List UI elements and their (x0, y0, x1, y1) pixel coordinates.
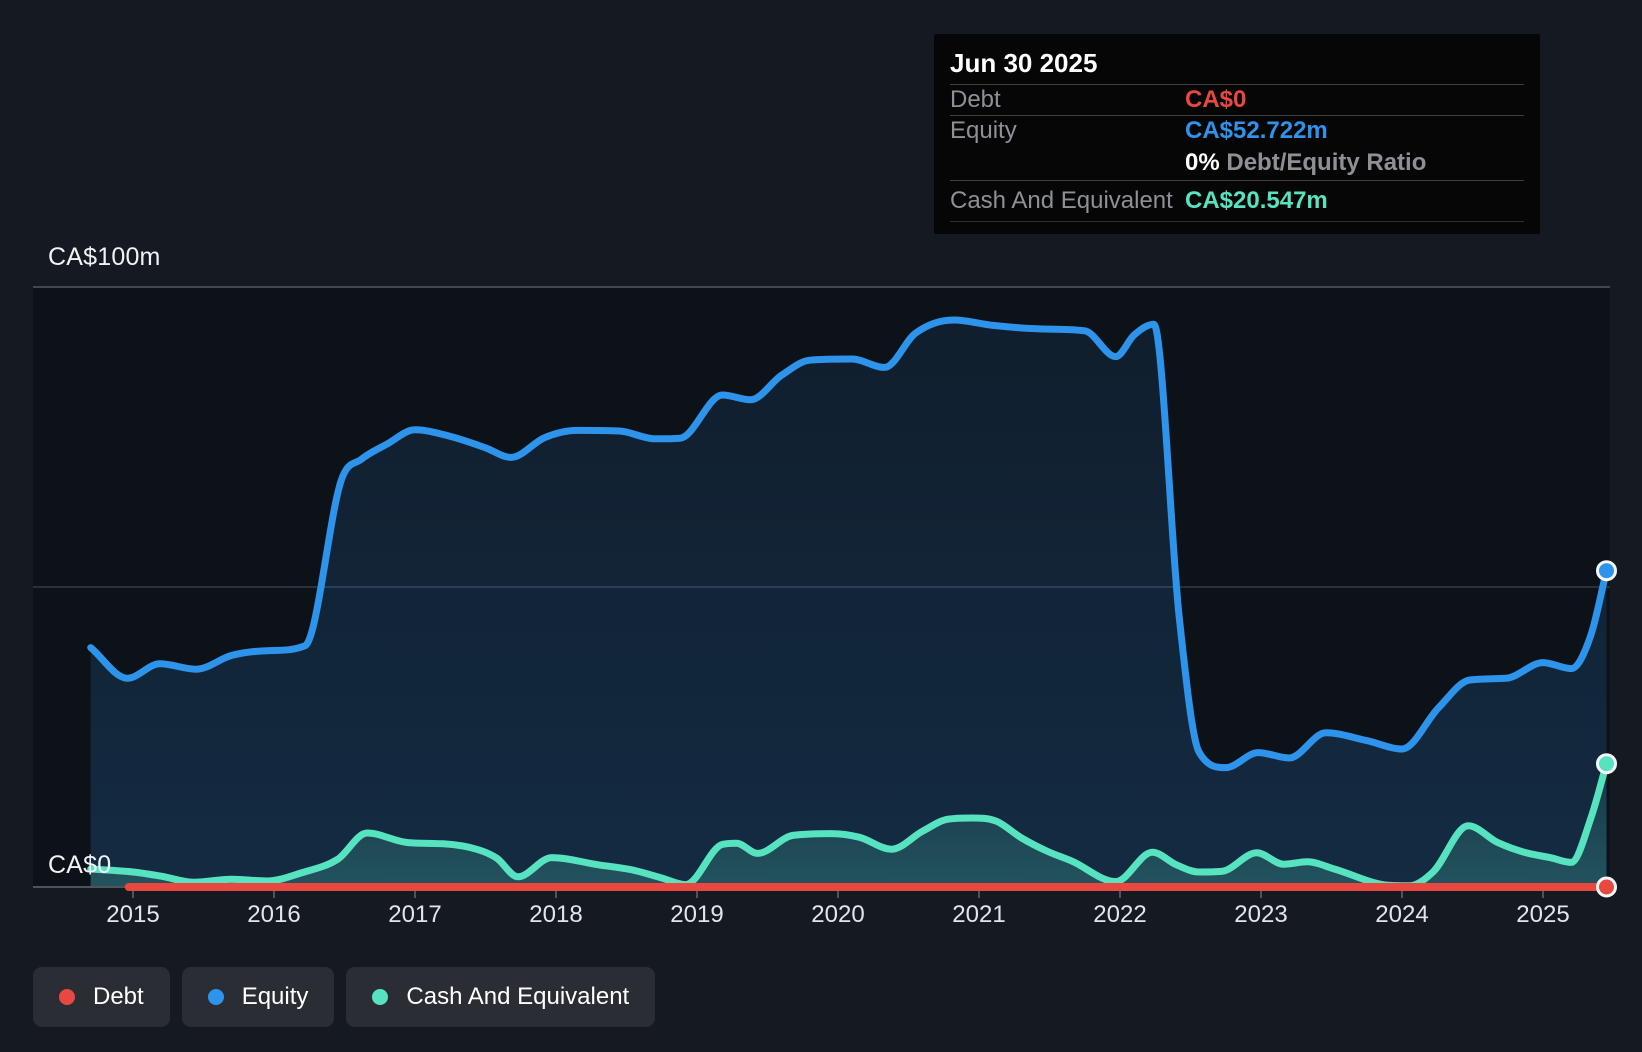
tooltip-cash-value: CA$20.547m (1185, 187, 1328, 214)
cash-color-dot-icon (372, 989, 389, 1005)
equity-line[interactable] (87, 316, 1610, 772)
x-axis-label-2022: 2022 (1093, 901, 1147, 928)
x-axis-label-2017: 2017 (388, 901, 442, 928)
tooltip-row-debt: Debt CA$0 (950, 85, 1524, 116)
tooltip-equity-group: Equity CA$52.722m 0% Debt/Equity Ratio (950, 116, 1524, 181)
x-axis-label-2023: 2023 (1234, 901, 1288, 928)
debt-color-dot-icon (59, 989, 75, 1005)
x-axis-label-2025: 2025 (1516, 901, 1570, 928)
legend-cash-label: Cash And Equivalent (406, 983, 630, 1010)
x-axis-label-2015: 2015 (106, 901, 160, 928)
equity-area-fill (90, 320, 1607, 887)
series-end-markers (1596, 560, 1617, 898)
x-axis-label-2016: 2016 (247, 901, 301, 928)
equity-end-marker[interactable] (1596, 560, 1617, 582)
x-axis-label-2019: 2019 (670, 901, 724, 928)
legend: Debt Equity Cash And Equivalent (33, 967, 656, 1027)
tooltip-row-equity: Equity CA$52.722m (950, 116, 1524, 146)
legend-item-cash[interactable]: Cash And Equivalent (346, 967, 656, 1027)
tooltip-cash-label: Cash And Equivalent (950, 187, 1173, 214)
legend-item-equity[interactable]: Equity (181, 967, 335, 1027)
tooltip-equity-value: CA$52.722m (1185, 117, 1328, 144)
tooltip: Jun 30 2025 Debt CA$0 Equity CA$52.722m … (934, 34, 1540, 234)
x-axis-label-2024: 2024 (1375, 901, 1429, 928)
x-axis-label-2021: 2021 (952, 901, 1006, 928)
x-axis-label-2018: 2018 (529, 901, 583, 928)
equity-color-dot-icon (207, 989, 224, 1005)
tooltip-row-cash: Cash And Equivalent CA$20.547m (950, 181, 1524, 222)
debt-end-marker[interactable] (1596, 876, 1617, 898)
tooltip-debt-value: CA$0 (1185, 86, 1247, 113)
x-axis-label-2020: 2020 (811, 901, 865, 928)
y-axis-label-0: CA$0 (48, 851, 112, 879)
legend-debt-label: Debt (93, 983, 144, 1010)
cash-area-fill (90, 763, 1607, 887)
tooltip-equity-label: Equity (950, 117, 1017, 144)
cash-and-equivalent-end-marker[interactable] (1596, 753, 1617, 775)
tooltip-date: Jun 30 2025 (950, 34, 1524, 85)
tooltip-ratio-value: 0% Debt/Equity Ratio (1185, 149, 1427, 176)
legend-item-debt[interactable]: Debt (33, 967, 170, 1027)
tooltip-row-debt-equity-ratio: 0% Debt/Equity Ratio (950, 146, 1524, 180)
legend-equity-label: Equity (241, 983, 309, 1010)
tooltip-debt-label: Debt (950, 86, 1001, 113)
y-axis-label-100m: CA$100m (48, 243, 161, 271)
